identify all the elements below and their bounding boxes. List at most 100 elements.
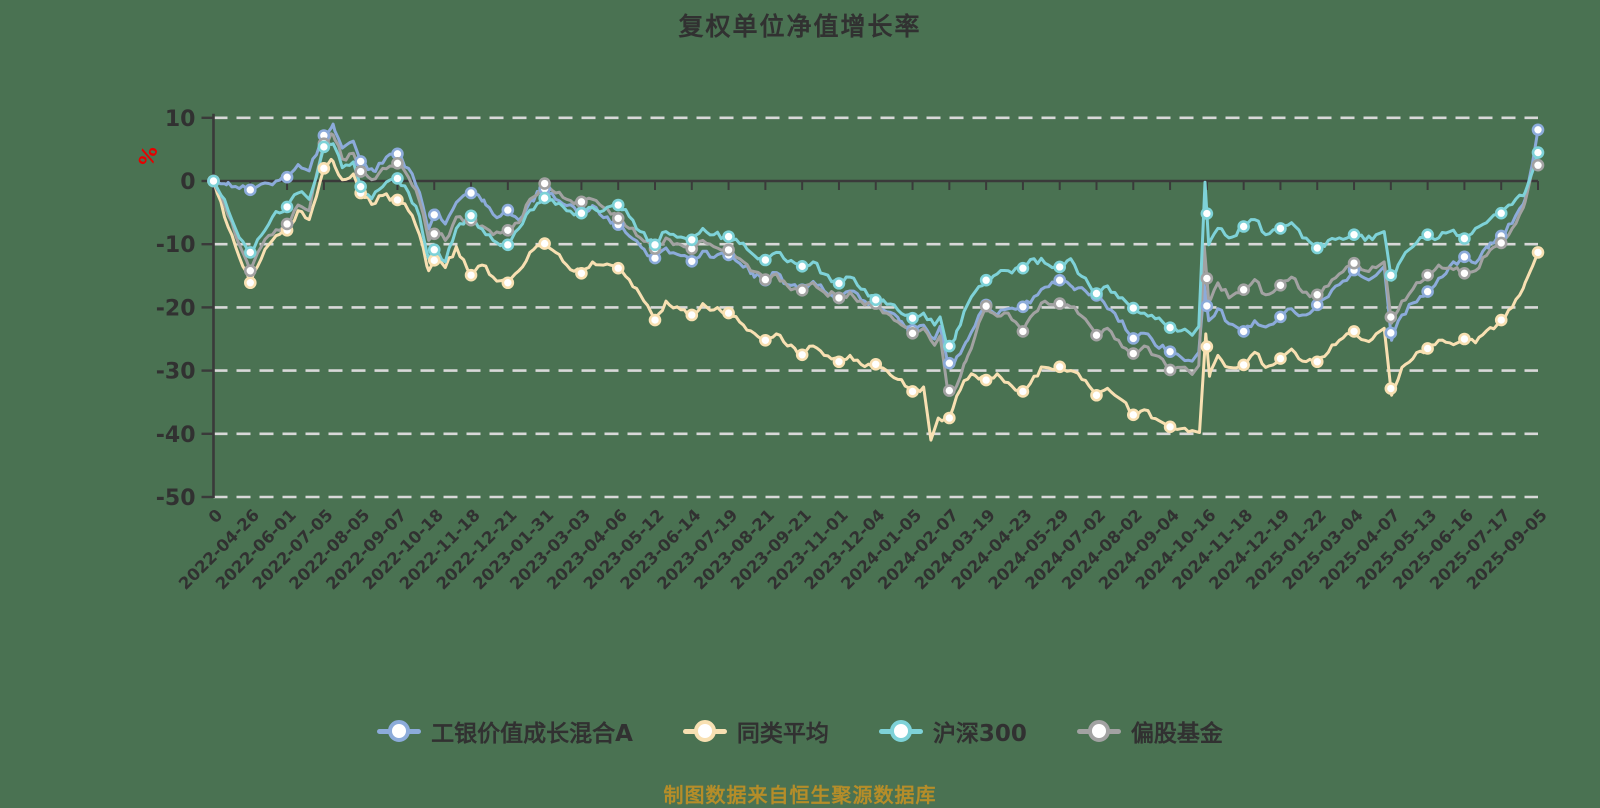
data-point-marker[interactable] [1347, 228, 1361, 242]
data-point-marker[interactable] [759, 273, 772, 286]
data-point-marker[interactable] [538, 177, 551, 190]
data-point-marker[interactable] [1163, 420, 1177, 434]
data-point-marker[interactable] [685, 233, 699, 247]
data-point-marker[interactable] [1163, 321, 1177, 334]
data-point-marker[interactable] [648, 313, 662, 327]
data-point-marker[interactable] [1531, 146, 1545, 159]
data-point-marker[interactable] [501, 223, 515, 237]
data-point-marker[interactable] [943, 411, 956, 425]
legend-item-0[interactable]: 工银价值成长混合A [377, 716, 633, 747]
data-point-marker[interactable] [207, 174, 220, 188]
data-point-marker[interactable] [1237, 358, 1250, 372]
data-point-marker[interactable] [1053, 297, 1067, 310]
data-point-marker[interactable] [1053, 273, 1067, 287]
data-point-marker[interactable] [832, 291, 846, 305]
data-point-marker[interactable] [906, 327, 919, 340]
data-point-marker[interactable] [722, 230, 735, 243]
data-point-marker[interactable] [538, 237, 551, 250]
data-point-marker[interactable] [1310, 241, 1324, 255]
data-point-marker[interactable] [1421, 342, 1434, 355]
legend-item-2[interactable]: 沪深300 [878, 716, 1027, 747]
data-point-marker[interactable] [648, 238, 662, 252]
data-point-marker[interactable] [391, 193, 404, 207]
data-point-marker[interactable] [317, 162, 331, 175]
data-point-marker[interactable] [1016, 385, 1030, 398]
data-point-marker[interactable] [280, 200, 294, 214]
data-point-marker[interactable] [1310, 288, 1324, 302]
data-point-marker[interactable] [464, 209, 478, 223]
data-point-marker[interactable] [906, 311, 919, 325]
data-point-marker[interactable] [1163, 345, 1177, 358]
data-point-marker[interactable] [1274, 278, 1287, 292]
data-point-marker[interactable] [1274, 352, 1287, 365]
data-point-marker[interactable] [1458, 332, 1471, 346]
data-point-marker[interactable] [243, 276, 257, 290]
data-point-marker[interactable] [979, 273, 993, 287]
data-point-marker[interactable] [1384, 310, 1398, 324]
data-point-marker[interactable] [1274, 310, 1287, 324]
data-point-marker[interactable] [832, 355, 846, 369]
data-point-marker[interactable] [501, 276, 515, 290]
data-point-marker[interactable] [1494, 313, 1508, 327]
data-point-marker[interactable] [1384, 326, 1398, 340]
data-point-marker[interactable] [979, 373, 993, 387]
data-point-marker[interactable] [1237, 283, 1250, 297]
data-point-marker[interactable] [1126, 332, 1140, 345]
data-point-marker[interactable] [280, 170, 294, 184]
data-point-marker[interactable] [464, 186, 478, 200]
data-point-marker[interactable] [685, 254, 699, 268]
data-point-marker[interactable] [243, 183, 257, 197]
data-point-marker[interactable] [1421, 285, 1434, 298]
data-point-marker[interactable] [354, 155, 367, 168]
data-point-marker[interactable] [1200, 272, 1214, 285]
data-point-marker[interactable] [1458, 266, 1471, 280]
data-point-marker[interactable] [795, 348, 809, 362]
data-point-marker[interactable] [869, 293, 883, 307]
data-point-marker[interactable] [1090, 328, 1103, 342]
data-point-marker[interactable] [354, 180, 367, 193]
data-point-marker[interactable] [243, 264, 257, 278]
data-point-marker[interactable] [943, 339, 956, 353]
data-point-marker[interactable] [391, 172, 404, 185]
data-point-marker[interactable] [1531, 158, 1545, 172]
data-point-marker[interactable] [759, 333, 772, 347]
data-point-marker[interactable] [1310, 298, 1324, 312]
data-point-marker[interactable] [1531, 123, 1545, 137]
data-point-marker[interactable] [1531, 246, 1545, 259]
data-point-marker[interactable] [501, 203, 515, 217]
legend-item-1[interactable]: 同类平均 [682, 716, 829, 747]
data-point-marker[interactable] [1494, 206, 1508, 220]
data-point-marker[interactable] [1016, 300, 1030, 314]
data-point-marker[interactable] [1126, 408, 1140, 422]
data-point-marker[interactable] [575, 206, 588, 220]
data-point-marker[interactable] [317, 140, 331, 154]
data-point-marker[interactable] [1237, 325, 1250, 338]
data-point-marker[interactable] [391, 157, 404, 170]
data-point-marker[interactable] [1053, 360, 1067, 374]
data-point-marker[interactable] [427, 254, 441, 267]
data-point-marker[interactable] [243, 246, 257, 259]
data-point-marker[interactable] [795, 260, 809, 273]
data-point-marker[interactable] [1200, 207, 1214, 220]
data-point-marker[interactable] [906, 385, 919, 398]
data-point-marker[interactable] [1347, 256, 1361, 270]
data-point-marker[interactable] [1016, 261, 1030, 275]
data-point-marker[interactable] [1458, 250, 1471, 264]
data-point-marker[interactable] [1384, 382, 1398, 395]
data-point-marker[interactable] [1200, 340, 1214, 353]
data-point-marker[interactable] [575, 266, 588, 280]
data-point-marker[interactable] [1200, 299, 1214, 313]
data-point-marker[interactable] [1016, 325, 1030, 338]
data-point-marker[interactable] [685, 308, 699, 322]
data-point-marker[interactable] [832, 277, 846, 290]
data-point-marker[interactable] [1421, 228, 1434, 242]
data-point-marker[interactable] [1494, 236, 1508, 250]
data-point-marker[interactable] [1163, 363, 1177, 377]
data-point-marker[interactable] [427, 208, 441, 222]
data-point-marker[interactable] [1126, 347, 1140, 360]
data-point-marker[interactable] [943, 384, 956, 397]
data-point-marker[interactable] [1237, 220, 1250, 233]
data-point-marker[interactable] [722, 243, 735, 257]
data-point-marker[interactable] [464, 268, 478, 282]
